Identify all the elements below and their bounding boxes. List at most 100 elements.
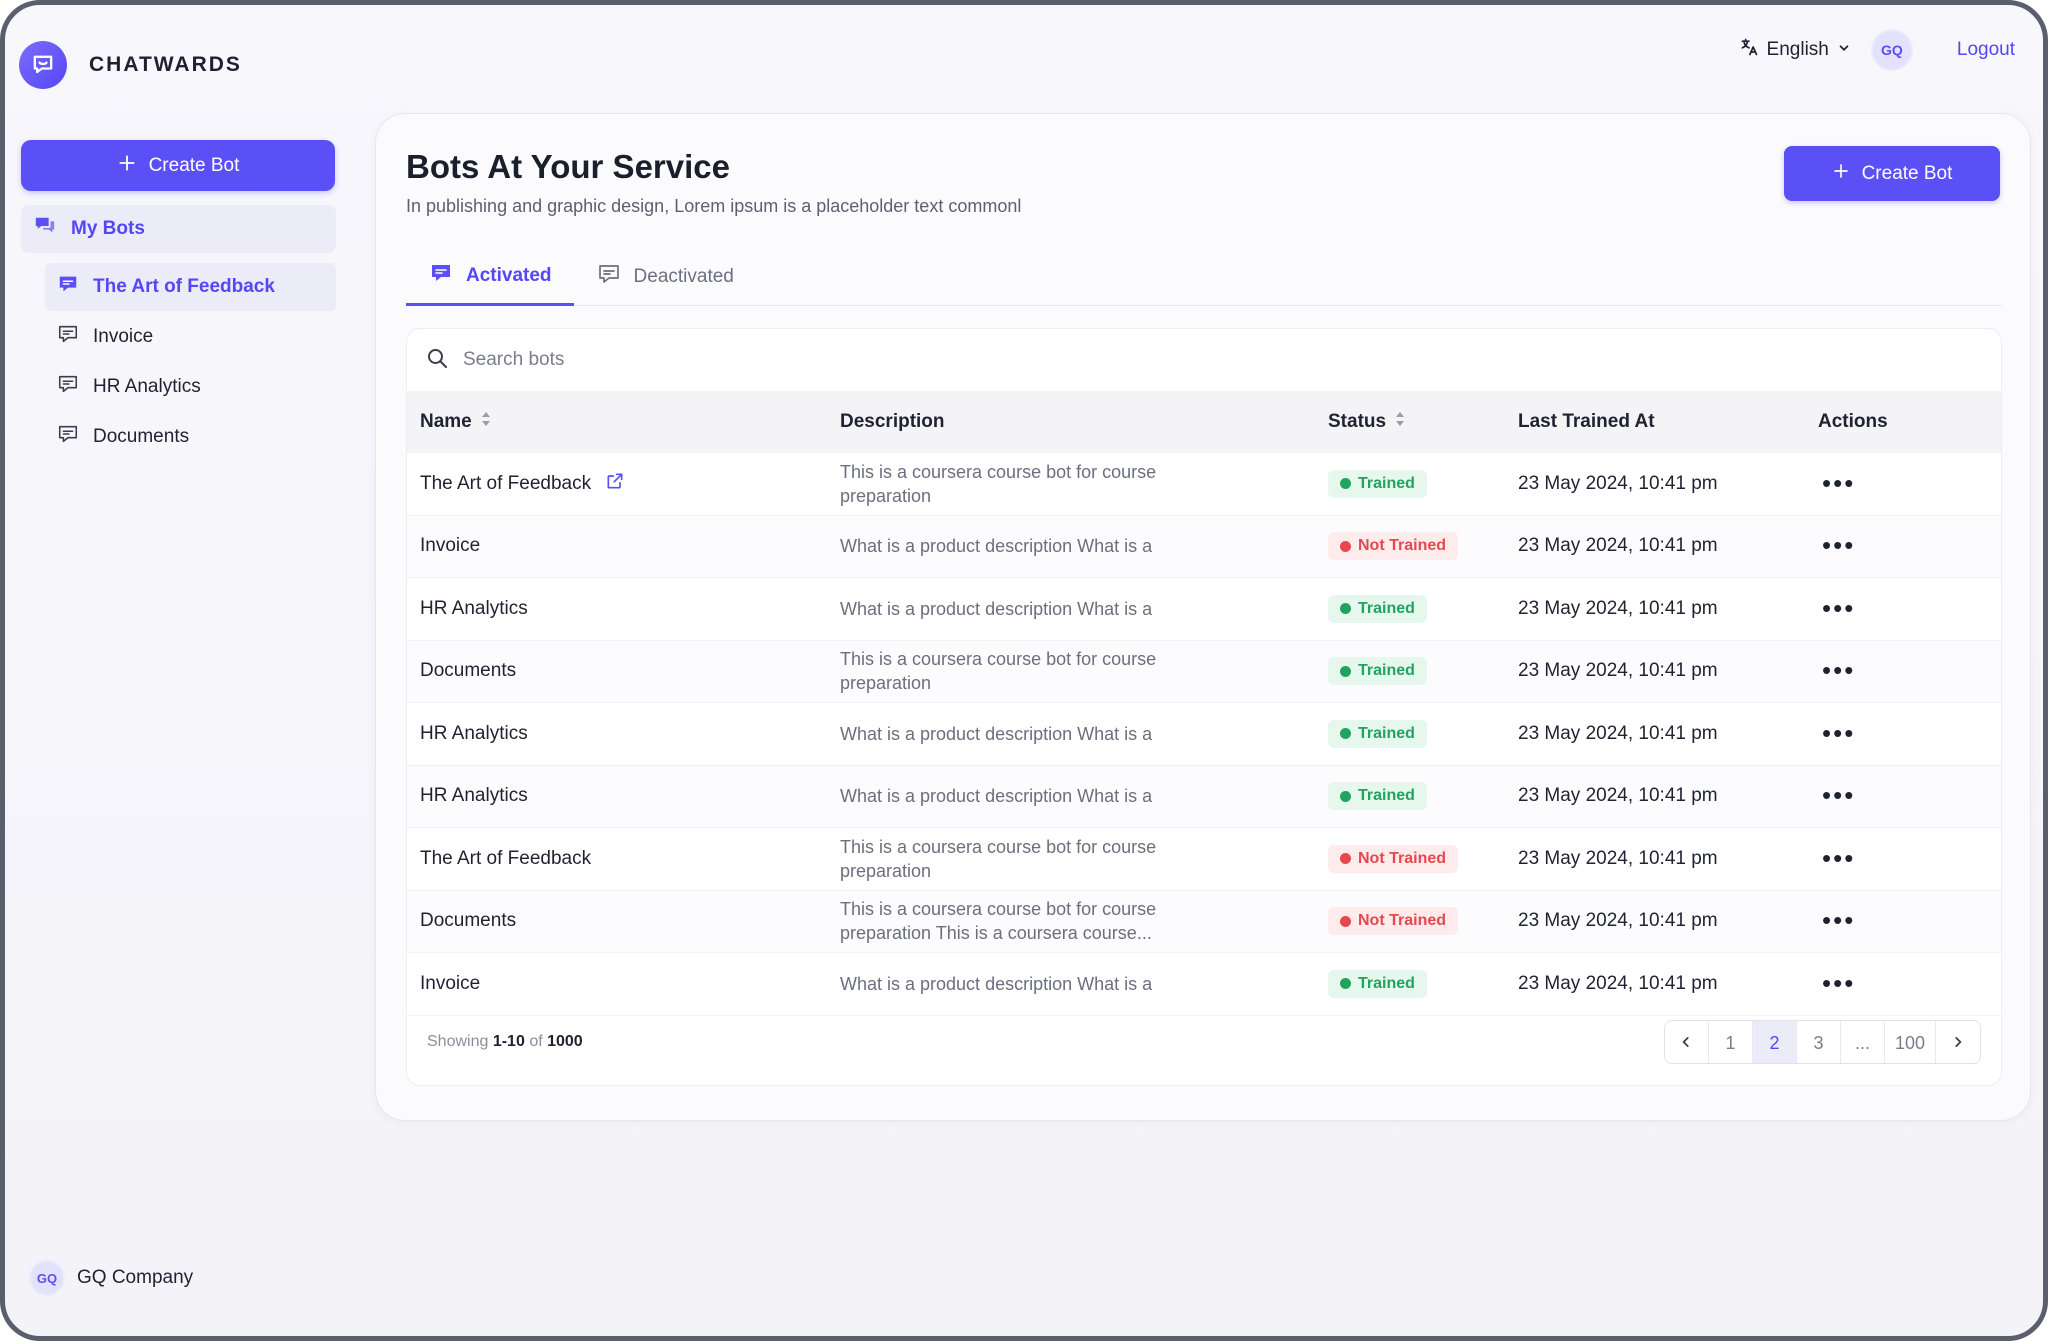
tab-deactivated[interactable]: Deactivated	[574, 248, 756, 306]
table-row[interactable]: The Art of Feedback This is a coursera c…	[407, 453, 2001, 516]
page-button-active[interactable]: 2	[1752, 1021, 1797, 1063]
column-label: Description	[840, 411, 945, 432]
search-icon	[425, 346, 449, 375]
showing-prefix: Showing	[427, 1033, 489, 1050]
bot-description: What is a product description What is a	[840, 536, 1153, 557]
chevron-right-icon	[1951, 1033, 1965, 1054]
prev-page-button[interactable]	[1664, 1021, 1709, 1063]
bot-name[interactable]: Documents	[420, 910, 517, 932]
table-row[interactable]: Documents This is a coursera course bot …	[407, 640, 2001, 703]
more-actions-icon[interactable]: •••	[1822, 655, 1856, 686]
last-trained-date: 23 May 2024, 10:41 pm	[1518, 535, 1718, 557]
table-row[interactable]: Invoice What is a product description Wh…	[407, 953, 2001, 1016]
plus-icon	[117, 153, 137, 179]
table-row[interactable]: HR Analytics What is a product descripti…	[407, 578, 2001, 641]
more-actions-icon[interactable]: •••	[1822, 530, 1856, 561]
bot-name[interactable]: HR Analytics	[420, 785, 528, 807]
status-label: Trained	[1358, 974, 1415, 992]
column-name-header[interactable]: Name	[407, 411, 840, 433]
table-body: The Art of Feedback This is a coursera c…	[407, 453, 2001, 1016]
status-tabs: Activated Deactivated	[406, 248, 2002, 306]
chat-bubble-icon	[19, 41, 67, 89]
create-bot-button[interactable]: Create Bot	[1784, 146, 2000, 201]
bot-name[interactable]: The Art of Feedback	[420, 472, 592, 494]
table-row[interactable]: HR Analytics What is a product descripti…	[407, 703, 2001, 766]
chevron-down-icon	[1837, 39, 1851, 61]
translate-icon	[1739, 37, 1759, 63]
check-icon	[1340, 790, 1351, 802]
sidebar-create-bot-button[interactable]: Create Bot	[21, 140, 335, 191]
page-ellipsis: ...	[1840, 1021, 1885, 1063]
close-icon	[1340, 915, 1351, 927]
bot-description: This is a coursera course bot for course…	[840, 899, 1157, 944]
status-badge: Trained	[1328, 719, 1427, 748]
sidebar-item-invoice[interactable]: Invoice	[45, 313, 336, 361]
showing-total: 1000	[547, 1033, 583, 1050]
bot-description: What is a product description What is a	[840, 786, 1153, 807]
status-label: Trained	[1358, 787, 1415, 805]
page-title: Bots At Your Service	[406, 148, 730, 185]
more-actions-icon[interactable]: •••	[1822, 842, 1856, 873]
more-actions-icon[interactable]: •••	[1822, 780, 1856, 811]
column-status-header[interactable]: Status	[1328, 411, 1518, 433]
sidebar-item-documents[interactable]: Documents	[45, 413, 336, 461]
bot-name[interactable]: Documents	[420, 660, 517, 682]
language-selector[interactable]: English	[1739, 37, 1851, 63]
message-icon	[57, 323, 79, 351]
company-switcher[interactable]: GQ GQ Company	[29, 1260, 193, 1296]
check-icon	[1340, 665, 1351, 677]
table-row[interactable]: Documents This is a coursera course bot …	[407, 890, 2001, 953]
tab-label: Deactivated	[633, 266, 734, 287]
plus-icon	[1832, 162, 1850, 186]
status-label: Not Trained	[1358, 849, 1447, 867]
last-trained-date: 23 May 2024, 10:41 pm	[1518, 722, 1718, 744]
brand-logo[interactable]: CHATWARDS	[19, 41, 242, 89]
table-row[interactable]: Invoice What is a product description Wh…	[407, 515, 2001, 578]
column-last-trained-header: Last Trained At	[1518, 411, 1818, 433]
more-actions-icon[interactable]: •••	[1822, 967, 1856, 998]
page-button[interactable]: 1	[1708, 1021, 1753, 1063]
bot-description: This is a coursera course bot for course…	[840, 461, 1157, 506]
sidebar-bot-list: The Art of Feedback Invoice HR Analytics…	[45, 263, 336, 461]
more-actions-icon[interactable]: •••	[1822, 905, 1856, 936]
sidebar-item-the-art-of-feedback[interactable]: The Art of Feedback	[45, 263, 336, 311]
sidebar-my-bots[interactable]: My Bots	[21, 205, 336, 253]
external-link-icon[interactable]	[605, 471, 625, 497]
more-actions-icon[interactable]: •••	[1822, 717, 1856, 748]
logout-link[interactable]: Logout	[1956, 39, 2015, 60]
message-icon	[596, 262, 622, 292]
search-input[interactable]	[463, 349, 1063, 371]
bot-name[interactable]: The Art of Feedback	[420, 847, 592, 869]
sort-icon	[480, 411, 492, 433]
bot-description: What is a product description What is a	[840, 598, 1153, 619]
column-label: Actions	[1818, 411, 1888, 432]
bot-name-cell: Documents	[407, 660, 840, 682]
bot-description: This is a coursera course bot for course…	[840, 649, 1157, 694]
status-badge: Trained	[1328, 469, 1427, 498]
bot-name-cell: HR Analytics	[407, 598, 840, 620]
last-trained-date: 23 May 2024, 10:41 pm	[1518, 660, 1718, 682]
page-button[interactable]: 100	[1884, 1021, 1936, 1063]
bot-name[interactable]: Invoice	[420, 972, 481, 994]
bot-name[interactable]: HR Analytics	[420, 722, 528, 744]
next-page-button[interactable]	[1936, 1021, 1980, 1063]
showing-range: 1-10	[492, 1033, 525, 1050]
message-icon	[57, 373, 79, 401]
bot-name[interactable]: Invoice	[420, 535, 481, 557]
more-actions-icon[interactable]: •••	[1822, 467, 1856, 498]
bot-name-cell: Invoice	[407, 973, 840, 995]
column-label: Status	[1328, 411, 1387, 432]
page-button[interactable]: 3	[1796, 1021, 1841, 1063]
bot-name[interactable]: HR Analytics	[420, 597, 528, 619]
status-badge: Trained	[1328, 657, 1427, 686]
table-row[interactable]: The Art of Feedback This is a coursera c…	[407, 828, 2001, 891]
table-row[interactable]: HR Analytics What is a product descripti…	[407, 765, 2001, 828]
bot-description: What is a product description What is a	[840, 723, 1153, 744]
bot-name-cell: Invoice	[407, 535, 840, 557]
tab-activated[interactable]: Activated	[406, 248, 574, 306]
sidebar-item-hr-analytics[interactable]: HR Analytics	[45, 363, 336, 411]
user-avatar[interactable]: GQ	[1870, 29, 1913, 71]
more-actions-icon[interactable]: •••	[1822, 592, 1856, 623]
last-trained-date: 23 May 2024, 10:41 pm	[1518, 785, 1718, 807]
bot-name-cell: Documents	[407, 910, 840, 932]
